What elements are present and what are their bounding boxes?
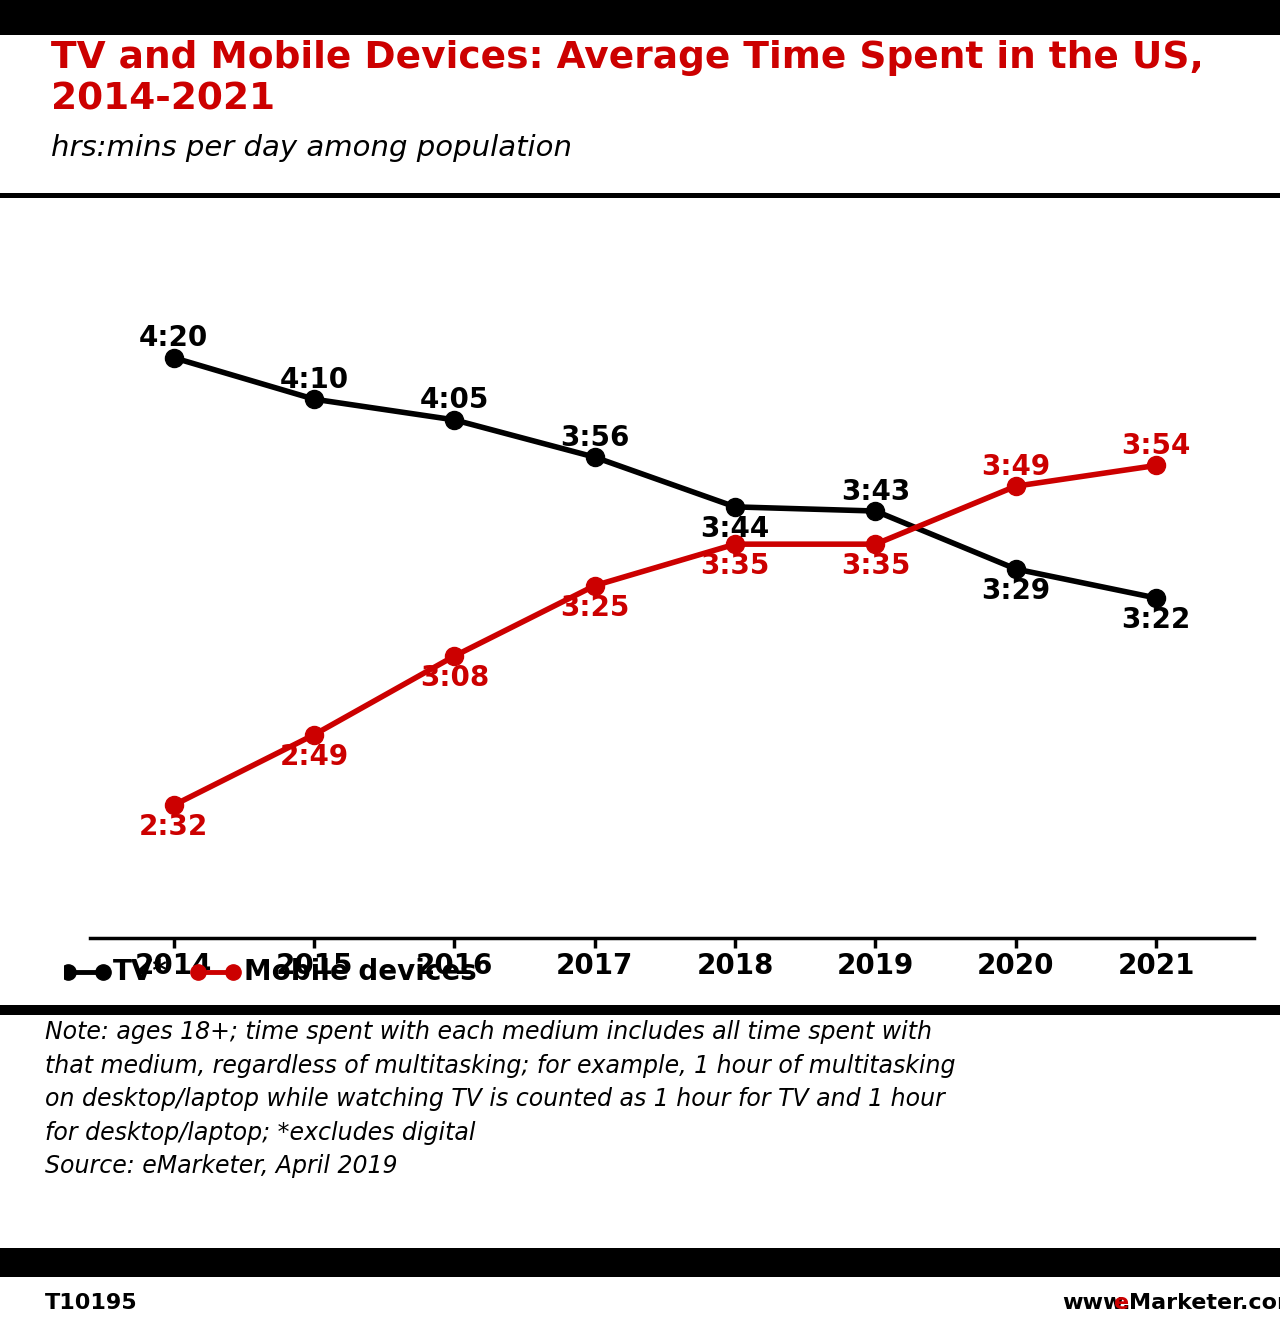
Text: 3:08: 3:08 [420, 664, 489, 692]
Text: www.: www. [1062, 1293, 1132, 1314]
Text: 2:49: 2:49 [279, 743, 348, 771]
Text: Note: ages 18+; time spent with each medium includes all time spent with
that me: Note: ages 18+; time spent with each med… [45, 1020, 955, 1178]
Text: e: e [1114, 1293, 1129, 1314]
Text: 4:20: 4:20 [140, 325, 209, 352]
Text: 3:49: 3:49 [982, 452, 1051, 480]
Text: TV*: TV* [114, 958, 168, 987]
Text: 3:35: 3:35 [841, 552, 910, 580]
Text: 3:44: 3:44 [700, 515, 769, 543]
Text: 3:29: 3:29 [982, 577, 1051, 605]
Text: TV and Mobile Devices: Average Time Spent in the US,
2014-2021: TV and Mobile Devices: Average Time Spen… [51, 40, 1204, 117]
Text: Marketer.com: Marketer.com [1129, 1293, 1280, 1314]
Text: 2:32: 2:32 [140, 814, 209, 842]
Text: 4:05: 4:05 [420, 387, 489, 415]
Text: 3:25: 3:25 [561, 593, 630, 622]
Text: 4:10: 4:10 [279, 366, 348, 394]
Text: Mobile devices: Mobile devices [243, 958, 476, 987]
Text: 3:56: 3:56 [561, 424, 630, 452]
Text: T10195: T10195 [45, 1293, 137, 1314]
Text: 3:22: 3:22 [1121, 606, 1190, 634]
Text: 3:43: 3:43 [841, 477, 910, 505]
Text: hrs:mins per day among population: hrs:mins per day among population [51, 134, 572, 162]
Text: 3:35: 3:35 [700, 552, 769, 580]
Text: 3:54: 3:54 [1121, 432, 1190, 460]
